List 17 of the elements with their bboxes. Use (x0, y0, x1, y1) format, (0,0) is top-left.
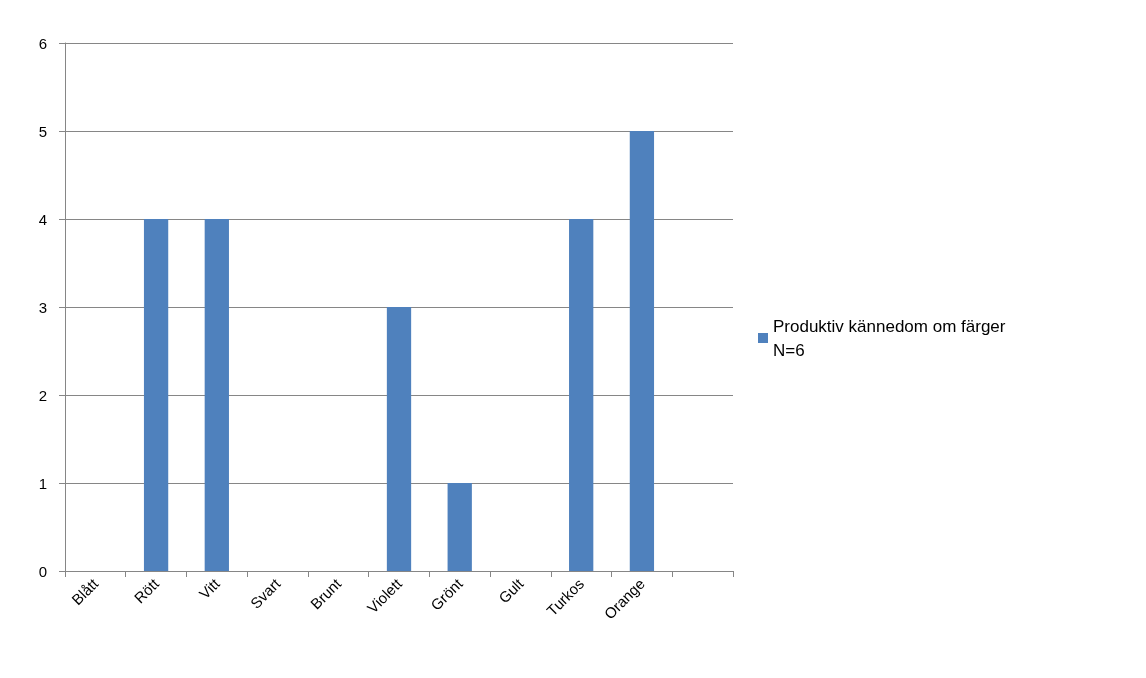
bar (569, 219, 594, 571)
bar (447, 483, 472, 571)
x-tick-label: Rött (130, 574, 163, 607)
bar (143, 219, 169, 571)
y-tick-label: 4 (38, 210, 47, 228)
y-tick-label: 5 (38, 122, 47, 140)
x-tick-label: Gult (495, 574, 528, 607)
x-tick-label: Vitt (195, 574, 224, 603)
y-tick-label: 0 (38, 562, 47, 580)
y-tick-label: 1 (38, 474, 47, 492)
y-tick-label: 3 (38, 298, 47, 316)
bar (204, 219, 229, 571)
bar (629, 131, 655, 571)
bar (386, 307, 412, 571)
y-tick-label: 2 (38, 386, 47, 404)
legend-label: Produktiv kännedom om färger N=6 (773, 316, 1006, 360)
y-tick-label: 6 (38, 34, 47, 52)
